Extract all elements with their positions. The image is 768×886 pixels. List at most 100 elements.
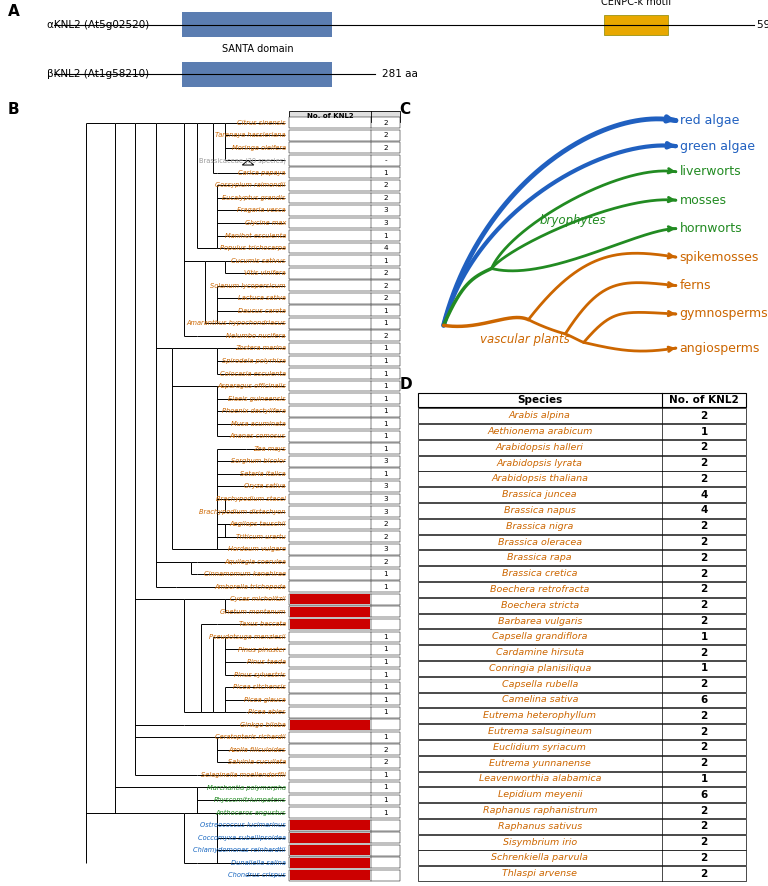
Text: 1: 1 [383, 772, 388, 778]
Text: 3: 3 [383, 496, 388, 502]
Text: Capsella grandiflora: Capsella grandiflora [492, 633, 588, 641]
Text: Sisymbrium irio: Sisymbrium irio [503, 837, 577, 847]
Bar [290, 619, 370, 629]
Text: 2: 2 [700, 442, 707, 453]
Text: bryophytes: bryophytes [539, 214, 606, 227]
Bar [418, 487, 746, 502]
Text: C: C [399, 102, 410, 117]
Bar [418, 661, 746, 676]
Text: 2: 2 [383, 747, 388, 753]
Bar [289, 832, 400, 843]
Text: 2: 2 [383, 283, 388, 289]
Text: βKNL2 (At1g58210): βKNL2 (At1g58210) [47, 69, 149, 80]
Text: Leavenworthia alabamica: Leavenworthia alabamica [478, 774, 601, 783]
Text: Ananas comosus: Ananas comosus [230, 433, 286, 439]
Text: Brachypodium stacei: Brachypodium stacei [216, 496, 286, 502]
Bar [289, 243, 400, 253]
Text: Anthoceros angustus: Anthoceros angustus [216, 810, 286, 816]
Text: Chondrus crispus: Chondrus crispus [228, 873, 286, 878]
Text: Euclidium syriacum: Euclidium syriacum [493, 742, 586, 752]
Bar [418, 503, 746, 518]
Bar [418, 756, 746, 771]
Bar [289, 770, 400, 781]
Bar [290, 607, 370, 617]
Text: 1: 1 [383, 584, 388, 590]
Text: 2: 2 [700, 458, 707, 468]
Text: 1: 1 [383, 321, 388, 326]
Bar [289, 494, 400, 504]
Text: Pinus sylvestris: Pinus sylvestris [234, 672, 286, 678]
Text: Capsella rubella: Capsella rubella [502, 680, 578, 688]
Bar [182, 12, 333, 37]
Text: Brassicaceae (30 species): Brassicaceae (30 species) [199, 157, 286, 164]
Text: Setaria italica: Setaria italica [240, 470, 286, 477]
Text: 2: 2 [700, 805, 707, 815]
Bar [289, 569, 400, 579]
Bar [418, 534, 746, 549]
Bar [289, 732, 400, 742]
Bar [418, 803, 746, 818]
Text: Ginkgo biloba: Ginkgo biloba [240, 722, 286, 727]
Bar [418, 645, 746, 660]
Text: green algae: green algae [680, 140, 754, 152]
Bar [418, 693, 746, 707]
Text: 2: 2 [700, 600, 707, 610]
Bar [289, 180, 400, 190]
Text: Arabidopsis halleri: Arabidopsis halleri [496, 443, 584, 452]
Text: 2: 2 [700, 680, 707, 689]
Bar [289, 632, 400, 642]
Bar [289, 205, 400, 216]
Text: 1: 1 [383, 232, 388, 238]
Text: Moringa oleifera: Moringa oleifera [232, 144, 286, 151]
Text: Spirodela polyrhiza: Spirodela polyrhiza [222, 358, 286, 364]
Text: 1: 1 [383, 358, 388, 364]
Bar [289, 230, 400, 241]
Text: Carica papaya: Carica papaya [239, 170, 286, 175]
Text: Boechera stricta: Boechera stricta [501, 601, 579, 610]
Bar [289, 845, 400, 856]
Text: Asparagus officinalis: Asparagus officinalis [217, 383, 286, 389]
Bar [418, 439, 746, 455]
Bar [418, 819, 746, 834]
Text: 2: 2 [700, 553, 707, 563]
Text: liverworts: liverworts [680, 166, 741, 178]
Text: 1: 1 [383, 734, 388, 741]
Text: Picea sitchensis: Picea sitchensis [233, 684, 286, 690]
Text: 2: 2 [383, 120, 388, 126]
Text: Cardamine hirsuta: Cardamine hirsuta [496, 648, 584, 657]
Text: Pseudotsuga menziesii: Pseudotsuga menziesii [210, 633, 286, 640]
Text: 1: 1 [383, 684, 388, 690]
Text: 2: 2 [383, 195, 388, 201]
Text: Citrus sinensis: Citrus sinensis [237, 120, 286, 126]
Text: Populus trichocarpa: Populus trichocarpa [220, 245, 286, 251]
Text: 4: 4 [700, 490, 707, 500]
Text: Arabis alpina: Arabis alpina [509, 411, 571, 420]
Bar [289, 669, 400, 680]
Text: 1: 1 [700, 426, 707, 437]
Text: 2: 2 [700, 727, 707, 736]
Text: D: D [399, 377, 412, 392]
Text: Camelina sativa: Camelina sativa [502, 696, 578, 704]
Text: Eutrema heterophyllum: Eutrema heterophyllum [483, 711, 596, 720]
Text: 3: 3 [383, 220, 388, 226]
Bar [418, 788, 746, 802]
Text: Cinnamomum kanehirae: Cinnamomum kanehirae [204, 571, 286, 578]
Bar [289, 192, 400, 203]
Text: ferns: ferns [680, 279, 711, 292]
Text: Oryza sativa: Oryza sativa [244, 484, 286, 489]
Text: 4: 4 [383, 245, 388, 251]
Text: Pinus taeda: Pinus taeda [247, 659, 286, 665]
Text: Raphanus raphanistrum: Raphanus raphanistrum [482, 806, 597, 815]
Bar [289, 695, 400, 705]
Text: 1: 1 [383, 383, 388, 389]
Text: 6: 6 [700, 789, 707, 800]
Text: 3: 3 [383, 484, 388, 489]
Text: Brassica nigra: Brassica nigra [506, 522, 574, 531]
Bar [289, 268, 400, 278]
Text: Manihot esculenta: Manihot esculenta [224, 232, 286, 238]
Bar [289, 443, 400, 455]
Text: 1: 1 [383, 370, 388, 377]
Bar [290, 820, 370, 830]
Bar [289, 532, 400, 542]
Bar [418, 598, 746, 612]
